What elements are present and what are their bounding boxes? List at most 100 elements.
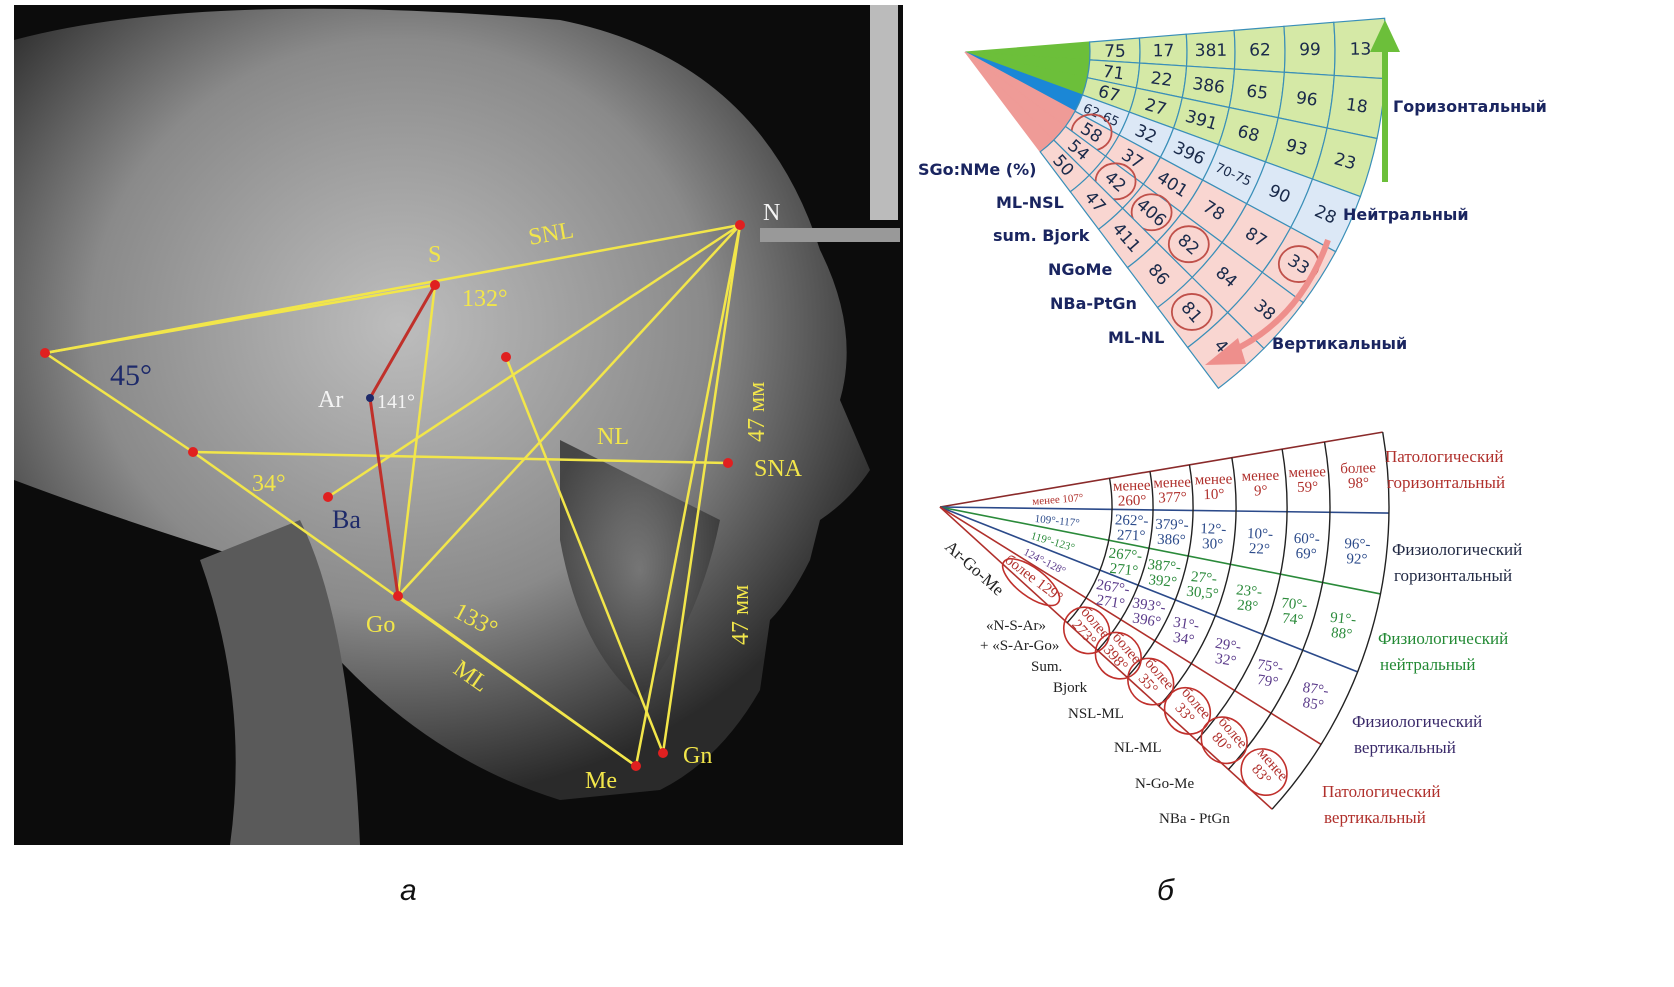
fan-ray bbox=[939, 506, 1273, 810]
highlight-circle bbox=[1240, 748, 1288, 797]
highlight-circle bbox=[1094, 631, 1142, 680]
fan-cell-value: 65 bbox=[1245, 81, 1269, 104]
fan-cell-value: 29°-32° bbox=[1212, 636, 1243, 671]
label-sna: SNA bbox=[754, 456, 803, 482]
fan-ray bbox=[939, 431, 1383, 508]
fan-cell-value: 96 bbox=[1295, 88, 1319, 111]
fan-cell-value: менее9° bbox=[1241, 468, 1280, 500]
zone-label: Физиологический bbox=[1352, 712, 1482, 731]
fan-cell-value: 17 bbox=[1153, 41, 1175, 61]
fan-cell-value: 99 bbox=[1299, 40, 1321, 60]
cephalogram-panel: S SNL N 132° 45° Ar 141° NL 47 мм SNA 34… bbox=[14, 5, 903, 845]
fan-cell-value: 267°-271° bbox=[1093, 577, 1131, 613]
zone-label: Патологический bbox=[1322, 782, 1440, 801]
fan-cell-value: 381 bbox=[1195, 41, 1228, 61]
param-label: NSL-ML bbox=[1068, 706, 1124, 722]
param-label: Sum. bbox=[1031, 659, 1062, 675]
param-label: Ar-Go-Me bbox=[941, 537, 1007, 600]
fan-cell-value: менее260° bbox=[1113, 478, 1152, 510]
label-47mm-upper: 47 мм bbox=[744, 382, 770, 442]
param-label: NL-ML bbox=[1114, 740, 1162, 756]
label-angle-45: 45° bbox=[110, 359, 152, 392]
fan-arc bbox=[1158, 457, 1237, 707]
zone-label-horizontal: Горизонтальный bbox=[1393, 97, 1547, 116]
fan-ray bbox=[939, 506, 1381, 595]
fan-cell-value: 71 bbox=[1101, 62, 1125, 85]
zone-label: Патологический bbox=[1385, 447, 1503, 466]
param-label: + «S-Ar-Go» bbox=[980, 638, 1059, 654]
fan-cell-value: 60°-69° bbox=[1293, 531, 1320, 563]
fan-cell-value: менее10° bbox=[1195, 471, 1234, 503]
highlight-circle bbox=[1001, 558, 1061, 607]
pink-arrow bbox=[1228, 239, 1331, 355]
zone-label: нейтральный bbox=[1380, 655, 1475, 674]
fan-cell-value: 387°-392° bbox=[1145, 557, 1181, 591]
zone-label: Физиологический bbox=[1378, 629, 1508, 648]
fan-cell-value: более98° bbox=[1340, 460, 1377, 492]
fan-cell-value: 62 bbox=[1249, 40, 1271, 60]
fan-ray bbox=[939, 506, 1389, 514]
caption-b: б bbox=[1157, 874, 1175, 907]
fan-cell-value: 23°-28° bbox=[1234, 582, 1263, 615]
label-47mm-lower: 47 мм bbox=[728, 585, 754, 645]
fan-ray bbox=[939, 506, 1322, 746]
highlight-circle bbox=[1130, 193, 1173, 232]
top-fan-labels: SGo:NMe (%) ML-NSL sum. Bjork NGoMe NBa-… bbox=[918, 20, 1547, 365]
fan-cell-value: 91°-88° bbox=[1328, 610, 1357, 643]
nasion-pointer bbox=[760, 228, 900, 242]
param-label: N-Go-Me bbox=[1135, 776, 1194, 792]
zone-label: Физиологический bbox=[1392, 540, 1522, 559]
pink-arrow-head bbox=[1205, 338, 1246, 365]
fan-cell-value: 12°-30° bbox=[1199, 521, 1226, 553]
param-label: NGoMe bbox=[1048, 260, 1112, 279]
param-label: NBa - PtGn bbox=[1159, 811, 1230, 827]
yellow-tracing-lines bbox=[44, 223, 742, 768]
label-angle-34: 34° bbox=[252, 471, 286, 497]
label-me: Me bbox=[585, 768, 617, 794]
fan-cell-value: 87°-85° bbox=[1299, 680, 1330, 715]
zone-label-vertical: Вертикальный bbox=[1272, 334, 1407, 353]
zone-label: горизонтальный bbox=[1387, 473, 1505, 492]
fan-cell-value: 109°-117° bbox=[1034, 513, 1080, 530]
fan-cell-value: менее59° bbox=[1288, 464, 1327, 496]
label-ar: Ar bbox=[318, 387, 343, 413]
fan-cell-value: 262°-271° bbox=[1114, 512, 1149, 544]
param-label: sum. Bjork bbox=[993, 226, 1090, 245]
fan-cell-value: 13 bbox=[1350, 40, 1372, 60]
ruler bbox=[870, 5, 898, 220]
fan-cell-value: 386 bbox=[1191, 74, 1226, 98]
highlight-circle bbox=[1200, 716, 1248, 765]
green-arrow-head bbox=[1370, 20, 1400, 52]
fan-cell-value: 75 bbox=[1104, 42, 1126, 62]
zone-label: горизонтальный bbox=[1394, 566, 1512, 585]
param-label: ML-NSL bbox=[996, 193, 1064, 212]
fan-cell-value: 70°-74° bbox=[1279, 596, 1308, 629]
label-ba: Ba bbox=[332, 505, 361, 534]
param-label: ML-NL bbox=[1108, 328, 1164, 347]
fan-cell-value: 393°-396° bbox=[1129, 595, 1167, 631]
caption-a: а bbox=[400, 874, 417, 907]
fan-cell-value: 22 bbox=[1149, 68, 1173, 91]
fan-arc bbox=[1196, 449, 1288, 742]
fan-cell-value: 27°-30,5° bbox=[1186, 569, 1221, 603]
highlight-circle bbox=[1170, 293, 1213, 331]
label-nl: NL bbox=[597, 424, 629, 450]
zone-label: вертикальный bbox=[1354, 738, 1456, 757]
zone-label: вертикальный bbox=[1324, 808, 1426, 827]
line-nl bbox=[192, 450, 729, 465]
label-s: S bbox=[428, 242, 441, 268]
label-angle-141: 141° bbox=[377, 391, 415, 413]
label-go: Go bbox=[366, 612, 395, 638]
fan-cell-value: 31°-34° bbox=[1170, 615, 1201, 650]
fan-arc bbox=[1227, 441, 1331, 770]
fan-arc bbox=[1126, 464, 1194, 678]
fan-arc bbox=[1271, 432, 1390, 810]
fan-cell-value: 75°-79° bbox=[1254, 657, 1285, 692]
param-label: SGo:NMe (%) bbox=[918, 160, 1036, 179]
label-gn: Gn bbox=[683, 743, 712, 769]
bottom-fan-labels: Ar-Go-Me «N-S-Ar» + «S-Ar-Go» Sum. Bjork… bbox=[941, 447, 1522, 827]
fan-cell-value: 18 bbox=[1345, 95, 1369, 118]
fan-cell-value: менее377° bbox=[1153, 475, 1192, 507]
label-n: N bbox=[763, 200, 780, 226]
